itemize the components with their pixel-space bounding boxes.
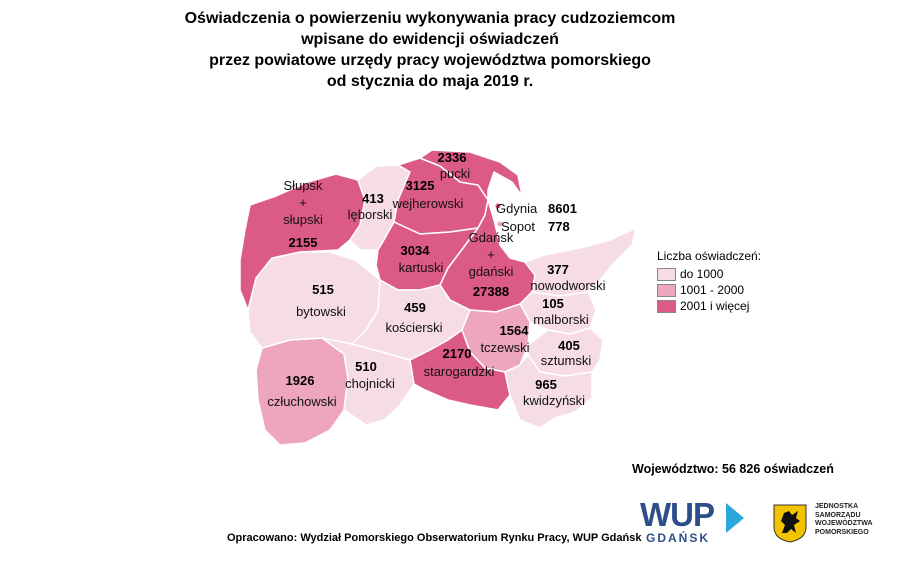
title-line-1: Oświadczenia o powierzeniu wykonywania p… bbox=[184, 10, 676, 27]
value-koscierski: 459 bbox=[404, 300, 426, 315]
crest-caption: JEDNOSTKA SAMORZĄDU WOJEWÓDZTWA POMORSKI… bbox=[815, 503, 873, 537]
arrow-icon bbox=[726, 503, 744, 533]
legend-swatch bbox=[657, 267, 676, 281]
label-czluchowski: człuchowski bbox=[267, 394, 336, 409]
label-sztumski: sztumski bbox=[541, 353, 592, 368]
label-chojnicki: chojnicki bbox=[345, 376, 395, 391]
legend-item: do 1000 bbox=[657, 266, 761, 282]
label-kartuski: kartuski bbox=[399, 260, 444, 275]
wup-logo-text: WUP bbox=[640, 496, 715, 533]
value-gdynia: 8601 bbox=[548, 201, 577, 216]
voivodeship-total: Województwo: 56 826 oświadczeń bbox=[632, 462, 834, 476]
label-gdynia: Gdynia bbox=[496, 201, 538, 216]
crest-caption-line: WOJEWÓDZTWA bbox=[815, 520, 873, 527]
legend-swatch bbox=[657, 299, 676, 313]
legend-swatch bbox=[657, 283, 676, 297]
label-koscierski: kościerski bbox=[385, 320, 442, 335]
title-line-4: od stycznia do maja 2019 r. bbox=[326, 73, 534, 90]
value-leborski: 413 bbox=[362, 191, 384, 206]
label-slupsk-2: + bbox=[299, 195, 307, 210]
label-starogardzki: starogardzki bbox=[424, 364, 495, 379]
value-chojnicki: 510 bbox=[355, 359, 377, 374]
label-kwidzynski: kwidzyński bbox=[523, 393, 585, 408]
value-czluchowski: 1926 bbox=[286, 373, 315, 388]
value-gdanski: 27388 bbox=[473, 284, 509, 299]
label-gdansk-2: + bbox=[487, 247, 495, 262]
value-sopot: 778 bbox=[548, 219, 570, 234]
crest-caption-line: SAMORZĄDU bbox=[815, 511, 861, 519]
legend-item: 2001 i więcej bbox=[657, 298, 761, 314]
legend-label: 1001 - 2000 bbox=[680, 283, 745, 297]
title-line-2: wpisane do ewidencji oświadczeń bbox=[301, 31, 559, 48]
label-wejherowski: wejherowski bbox=[392, 196, 464, 211]
legend-item: 1001 - 2000 bbox=[657, 282, 761, 298]
gdynia-marker bbox=[494, 202, 502, 210]
source-note: Opracowano: Wydział Pomorskiego Obserwat… bbox=[227, 532, 642, 544]
region-kwidzynski[interactable] bbox=[504, 354, 593, 429]
label-malborski: malborski bbox=[533, 312, 589, 327]
legend-label: do 1000 bbox=[680, 267, 724, 281]
value-pucki: 2336 bbox=[438, 150, 467, 165]
sopot-marker bbox=[496, 220, 504, 228]
label-gdansk-1: Gdańsk bbox=[469, 230, 514, 245]
crest-caption-line: POMORSKIEGO bbox=[815, 528, 869, 536]
value-kwidzynski: 965 bbox=[535, 377, 557, 392]
label-slupsk-1: Słupsk bbox=[283, 178, 323, 193]
label-sopot: Sopot bbox=[501, 219, 535, 234]
label-leborski: lęborski bbox=[348, 207, 393, 222]
value-bytowski: 515 bbox=[312, 282, 334, 297]
title-line-3: przez powiatowe urzędy pracy województwa… bbox=[209, 52, 651, 69]
griffin-crest-icon bbox=[773, 504, 807, 543]
value-sztumski: 405 bbox=[558, 338, 580, 353]
value-wejherowski: 3125 bbox=[406, 178, 435, 193]
map-title: Oświadczenia o powierzeniu wykonywania p… bbox=[0, 8, 860, 92]
label-gdansk-3: gdański bbox=[469, 264, 514, 279]
legend-label: 2001 i więcej bbox=[680, 299, 750, 313]
wup-gdansk-logo: WUP GDAŃSK bbox=[640, 496, 755, 548]
label-tczewski: tczewski bbox=[480, 340, 529, 355]
value-slupsk: 2155 bbox=[289, 235, 318, 250]
label-slupsk-3: słupski bbox=[283, 212, 323, 227]
legend-title: Liczba oświadczeń: bbox=[657, 249, 762, 263]
region-czluchowski[interactable] bbox=[255, 337, 349, 446]
value-nowodworski: 377 bbox=[547, 262, 569, 277]
value-kartuski: 3034 bbox=[401, 243, 431, 258]
label-nowodworski: nowodworski bbox=[530, 278, 605, 293]
value-starogardzki: 2170 bbox=[443, 346, 472, 361]
value-malborski: 105 bbox=[542, 296, 564, 311]
label-bytowski: bytowski bbox=[296, 304, 346, 319]
crest-caption-line: JEDNOSTKA bbox=[815, 503, 859, 510]
region-slupsk[interactable] bbox=[239, 173, 366, 311]
region-bytowski[interactable] bbox=[247, 251, 381, 349]
wup-logo-subtext: GDAŃSK bbox=[646, 531, 711, 545]
label-pucki: pucki bbox=[440, 166, 470, 181]
value-tczewski: 1564 bbox=[500, 323, 530, 338]
legend: Liczba oświadczeń: do 1000 1001 - 2000 2… bbox=[657, 249, 761, 314]
region-pucki[interactable] bbox=[419, 149, 523, 201]
